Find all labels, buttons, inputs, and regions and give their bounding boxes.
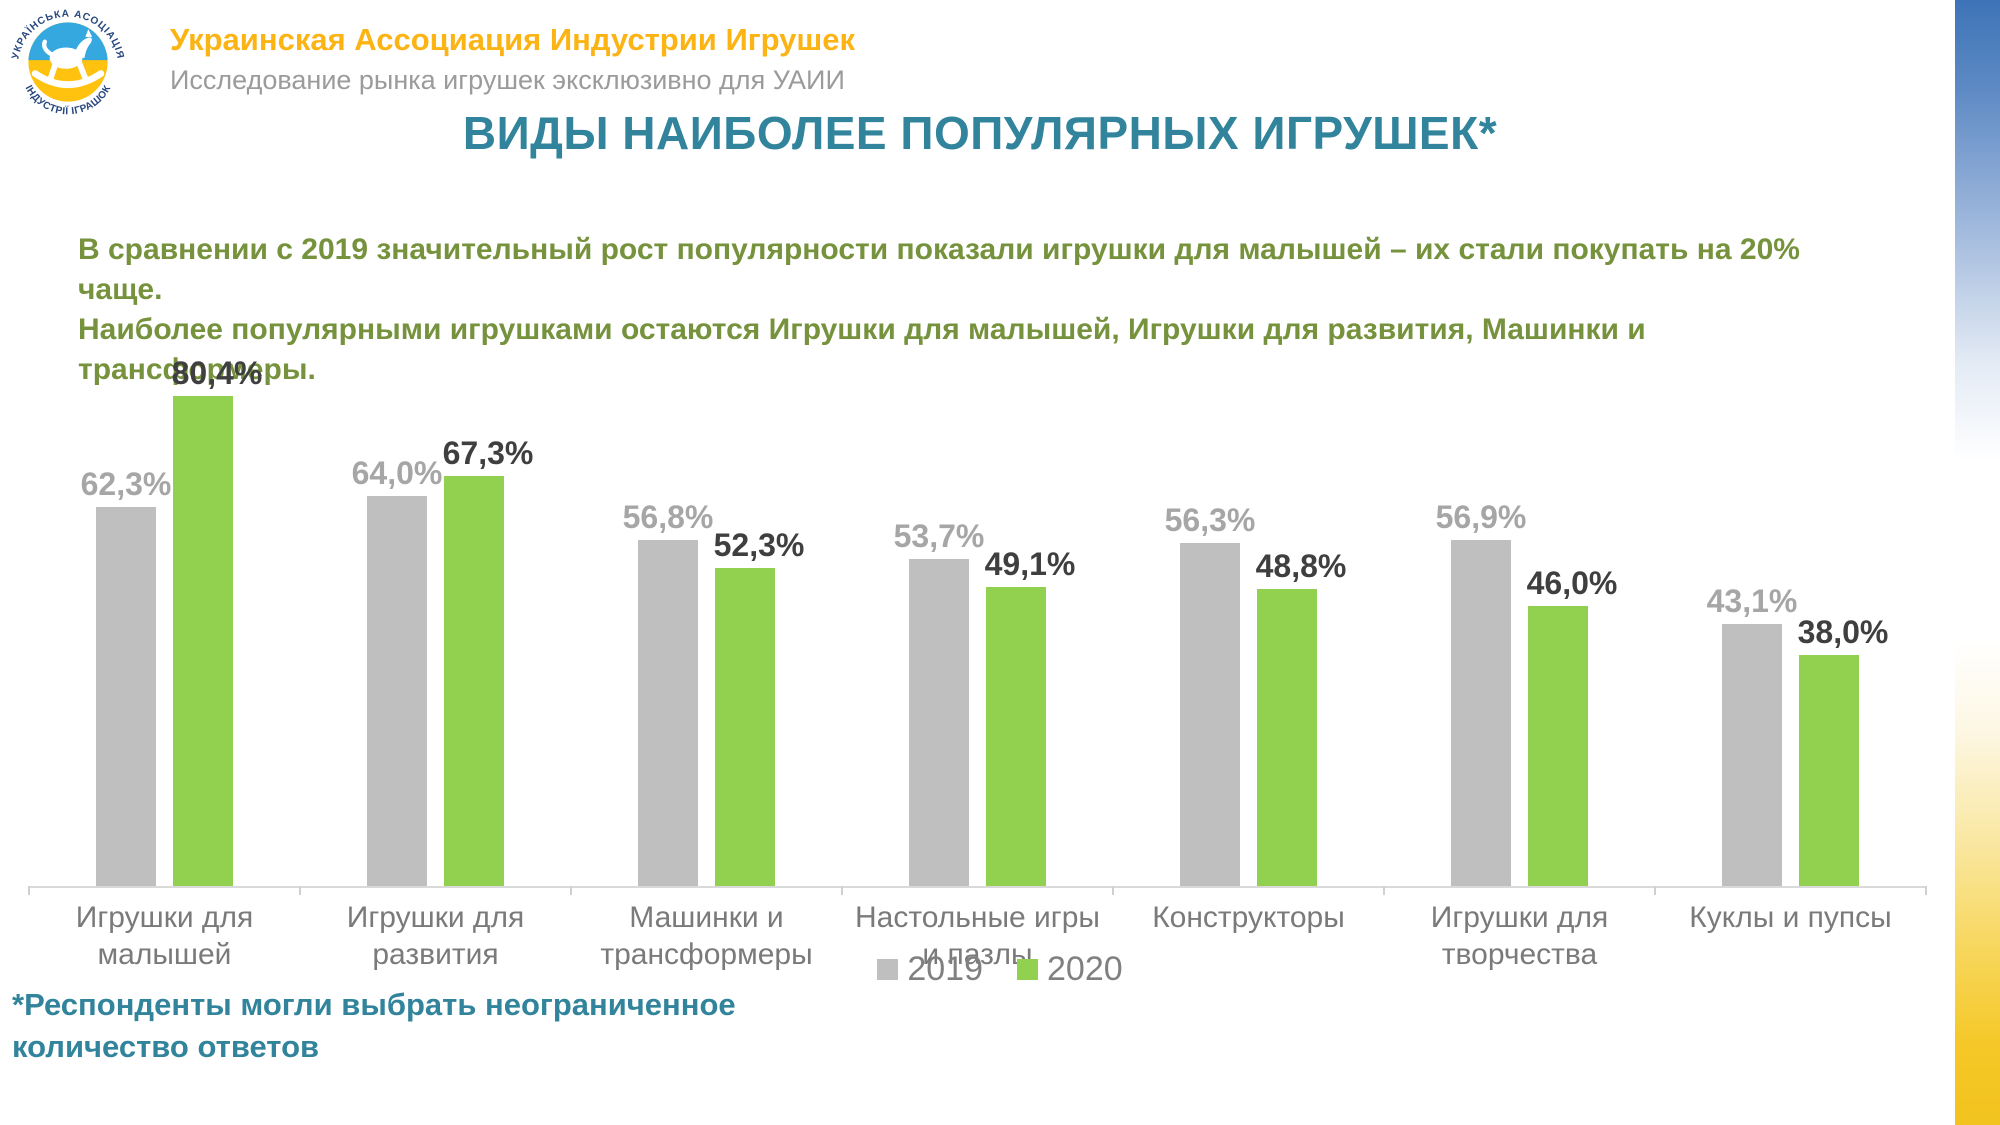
category-label: Игрушки для малышей (75, 901, 254, 971)
bar-group: 62,3% 80,4% (29, 340, 300, 886)
bar-group: 56,3% 48,8% (1113, 340, 1384, 886)
bar-value-label-2020: 46,0% (1526, 565, 1618, 601)
bar-wrap-2019: 56,3% (1165, 502, 1255, 886)
bar-wrap-2019: 56,9% (1436, 499, 1526, 886)
bar-value-label-2019: 53,7% (893, 518, 985, 554)
bar-wrap-2020: 49,1% (985, 546, 1075, 886)
bar-2020 (1257, 589, 1317, 886)
category-label: Куклы и пупсы (1689, 901, 1892, 934)
axis-tick (298, 886, 301, 895)
bar-group: 56,8% 52,3% (571, 340, 842, 886)
bar-value-label-2020: 80,4% (171, 355, 263, 391)
lead-line-1: В сравнении с 2019 значительный рост поп… (78, 233, 1800, 306)
flag-gradient-band (1955, 0, 2000, 1125)
organization-name: Украинская Ассоциация Индустрии Игрушек (170, 22, 856, 57)
bar-value-label-2019: 43,1% (1706, 583, 1798, 619)
organization-subtitle: Исследование рынка игрушек эксклюзивно д… (170, 64, 845, 95)
legend-swatch-2019 (877, 959, 899, 980)
legend-label-2020: 2020 (1047, 950, 1123, 988)
category-label: Конструкторы (1152, 901, 1345, 934)
category-label: Игрушки для развития (346, 901, 525, 971)
bar-wrap-2020: 38,0% (1798, 614, 1888, 886)
bar-2019 (1451, 540, 1511, 886)
bar-value-label-2019: 56,3% (1164, 502, 1256, 538)
footnote: *Респонденты могли выбрать неограниченно… (12, 987, 736, 1064)
lead-paragraph: В сравнении с 2019 значительный рост поп… (78, 230, 1818, 390)
bar-value-label-2020: 52,3% (713, 527, 805, 563)
bar-wrap-2020: 67,3% (443, 435, 533, 886)
bar-wrap-2020: 80,4% (172, 355, 262, 886)
bar-2019 (638, 540, 698, 886)
axis-tick (841, 886, 843, 895)
bar-value-label-2019: 56,8% (622, 499, 714, 535)
slide-title: ВИДЫ НАИБОЛЕЕ ПОПУЛЯРНЫХ ИГРУШЕК* (462, 107, 1498, 159)
association-logo: УКРАЇНСЬКА АСОЦІАЦІЯ ІНДУСТРІЇ ІГРАШОК (10, 4, 126, 125)
bar-wrap-2019: 64,0% (352, 455, 442, 886)
bar-wrap-2019: 56,8% (623, 499, 713, 886)
axis-tick (569, 886, 572, 895)
bar-wrap-2019: 43,1% (1707, 583, 1797, 886)
bar-2019 (1180, 543, 1240, 886)
bar-value-label-2019: 56,9% (1435, 499, 1527, 535)
chart-legend: 2019 2020 (830, 950, 1170, 989)
category-label: Машинки и трансформеры (600, 901, 813, 971)
axis-tick (28, 886, 30, 895)
axis-tick (1383, 886, 1385, 895)
bar-value-label-2020: 67,3% (442, 435, 534, 471)
axis-tick (1925, 886, 1927, 895)
bar-group: 64,0% 67,3% (300, 340, 571, 886)
bar-value-label-2019: 62,3% (80, 466, 172, 502)
legend-item-2020: 2020 (1017, 950, 1123, 989)
bar-2019 (96, 507, 156, 886)
bar-wrap-2020: 48,8% (1256, 548, 1346, 886)
bar-2020 (444, 476, 504, 886)
rocking-horse-logo-icon: УКРАЇНСЬКА АСОЦІАЦІЯ ІНДУСТРІЇ ІГРАШОК (10, 4, 126, 120)
category-label: Игрушки для творчества (1430, 901, 1609, 971)
bar-value-label-2020: 48,8% (1255, 548, 1347, 584)
bar-2019 (909, 559, 969, 886)
bar-wrap-2019: 53,7% (894, 518, 984, 886)
bar-2019 (1722, 624, 1782, 886)
bar-2020 (173, 396, 233, 886)
bar-group: 56,9% 46,0% (1384, 340, 1655, 886)
bar-value-label-2020: 49,1% (984, 546, 1076, 582)
bar-group: 43,1% 38,0% (1655, 340, 1926, 886)
bar-2020 (1799, 655, 1859, 886)
category-label: Настольные игры и пазлы (854, 901, 1100, 971)
bar-2020 (715, 568, 775, 886)
bar-chart-plot-area: 62,3% 80,4% 64,0% 67,3% 56,8% 52,3% 53,7% 49,1%… (29, 340, 1926, 888)
axis-tick (1654, 886, 1656, 895)
bar-wrap-2019: 62,3% (81, 466, 171, 886)
category-axis-labels: Игрушки для малышей Игрушки для развития М… (29, 899, 1926, 973)
bar-wrap-2020: 52,3% (714, 527, 804, 886)
legend-label-2019: 2019 (907, 950, 983, 988)
header: Украинская Ассоциация Индустрии Игрушек … (170, 22, 855, 96)
axis-tick (1111, 886, 1114, 895)
bar-group: 53,7% 49,1% (842, 340, 1113, 886)
legend-item-2019: 2019 (877, 950, 983, 989)
bar-2020 (986, 587, 1046, 886)
bar-value-label-2019: 64,0% (351, 455, 443, 491)
bar-wrap-2020: 46,0% (1527, 565, 1617, 886)
bar-2020 (1528, 606, 1588, 886)
bar-2019 (367, 496, 427, 886)
bar-value-label-2020: 38,0% (1797, 614, 1889, 650)
lead-line-2: Наиболее популярными игрушками остаются … (78, 313, 1646, 386)
legend-swatch-2020 (1017, 959, 1038, 980)
x-axis (28, 886, 1927, 896)
